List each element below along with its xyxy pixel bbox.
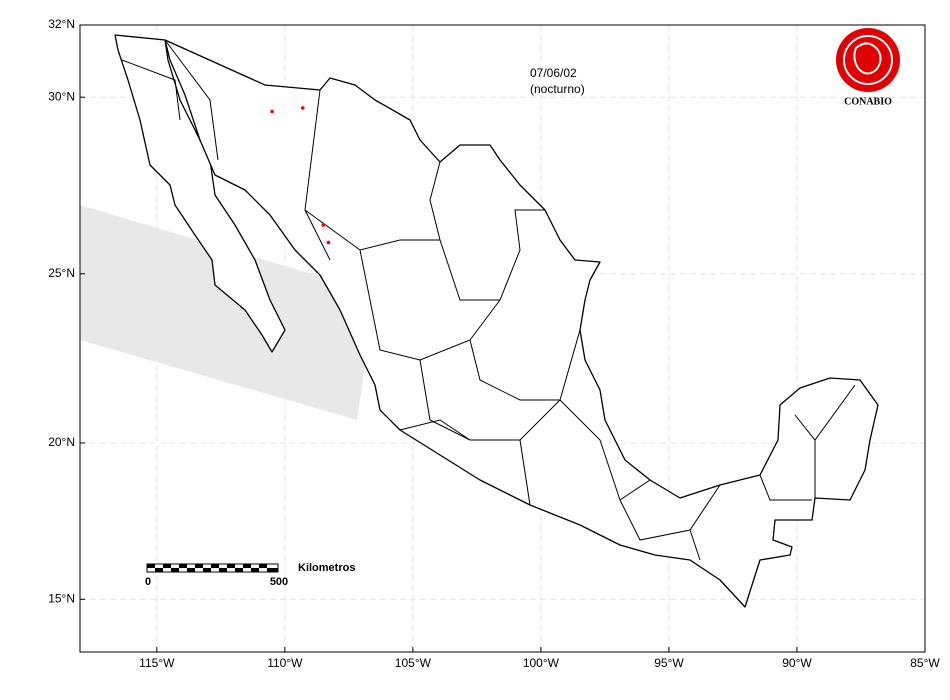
hotspot xyxy=(270,109,274,114)
scale-bar xyxy=(146,563,279,573)
x-tick-label: 115°W xyxy=(139,656,175,670)
x-tick-label: 105°W xyxy=(395,656,432,670)
x-tick-label: 85°W xyxy=(910,656,940,670)
x-tick-label: 100°W xyxy=(523,656,560,670)
map-frame xyxy=(79,24,926,653)
y-tick-label: 30°N xyxy=(48,89,75,103)
x-tick-label: 95°W xyxy=(654,656,684,670)
x-tick-label: 110°W xyxy=(267,656,303,670)
hotspot xyxy=(326,240,331,245)
scale-end: 500 xyxy=(270,576,288,588)
date-label: 07/06/02 xyxy=(530,66,577,80)
logo-text: CONABIO xyxy=(844,96,892,107)
baja-california xyxy=(114,34,286,353)
scale-start: 0 xyxy=(145,576,151,588)
state-borders xyxy=(121,39,856,561)
y-tick-label: 25°N xyxy=(48,266,75,280)
mexico-mainland xyxy=(164,39,879,608)
satellite-swath xyxy=(80,205,376,420)
y-tick-label: 15°N xyxy=(48,591,75,605)
logo xyxy=(836,28,900,92)
y-tick-label: 20°N xyxy=(48,435,75,449)
scale-label: Kilometros xyxy=(298,562,355,574)
hotspot xyxy=(300,106,305,110)
y-tick-label: 32°N xyxy=(48,17,75,31)
x-tick-label: 90°W xyxy=(782,656,812,670)
period-label: (nocturno) xyxy=(530,82,585,96)
hotspot xyxy=(321,223,326,227)
